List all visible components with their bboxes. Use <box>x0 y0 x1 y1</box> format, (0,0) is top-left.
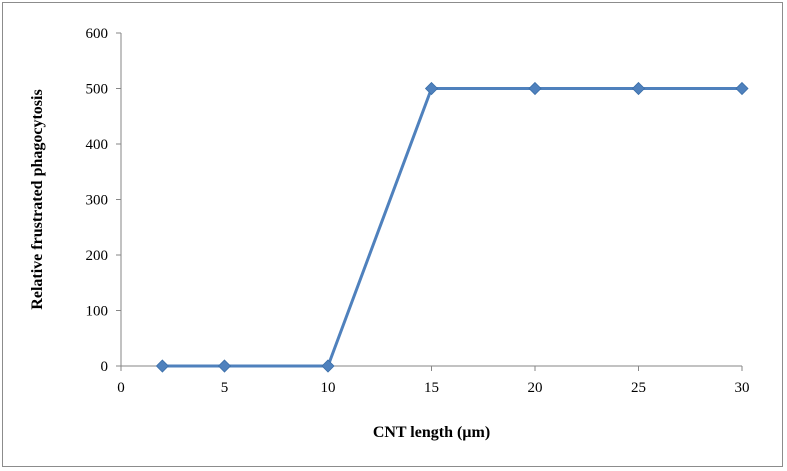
data-point-marker <box>321 359 335 373</box>
x-tick-label: 20 <box>528 380 543 396</box>
y-tick-label: 500 <box>86 82 109 98</box>
x-tick-label: 10 <box>321 380 336 396</box>
y-axis-title: Relative frustrated phagocytosis <box>29 89 46 309</box>
y-tick-label: 400 <box>86 137 109 153</box>
y-tick-label: 100 <box>86 304 109 320</box>
x-tick-label: 0 <box>117 380 125 396</box>
y-tick-label: 0 <box>101 359 109 375</box>
y-tick-label: 200 <box>86 248 109 264</box>
x-tick-label: 5 <box>221 380 229 396</box>
data-point-marker <box>631 81 646 96</box>
data-point-marker <box>735 81 749 96</box>
data-point-marker <box>155 359 169 373</box>
x-tick-label: 30 <box>735 380 750 396</box>
x-axis-title: CNT length (µm) <box>373 424 490 441</box>
data-point-marker <box>217 359 232 373</box>
y-tick-label: 300 <box>86 193 109 209</box>
x-tick-label: 25 <box>631 380 646 396</box>
axes: 0 100 200 300 400 500 600 0 5 10 15 20 25 30 <box>86 26 750 396</box>
series-layer <box>155 81 749 373</box>
data-point-marker <box>528 81 542 96</box>
y-tick-label: 600 <box>86 26 109 42</box>
series-line <box>160 87 744 368</box>
axis-labels: CNT length (µm) Relative frustrated phag… <box>29 89 490 441</box>
chart-frame <box>2 2 783 467</box>
x-tick-label: 15 <box>424 380 439 396</box>
data-point-marker <box>424 81 439 96</box>
